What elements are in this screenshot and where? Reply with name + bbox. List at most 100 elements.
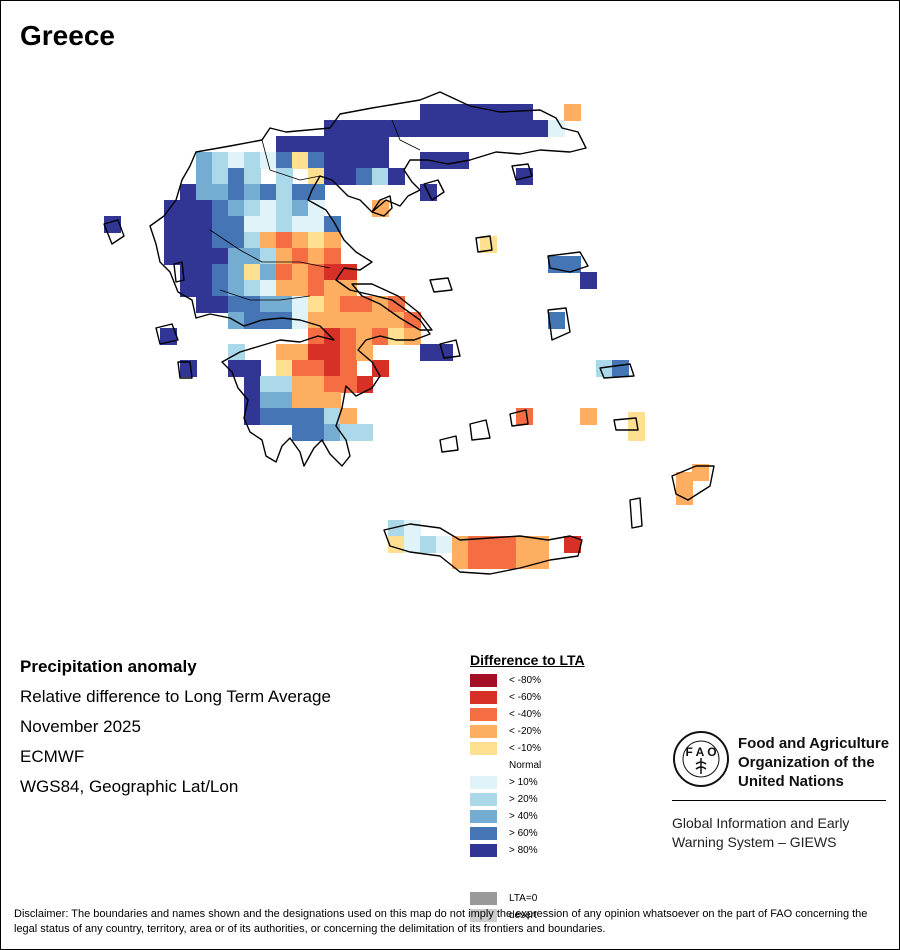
anomaly-cell xyxy=(212,152,229,169)
legend-item: < -40% xyxy=(470,708,590,722)
anomaly-cell xyxy=(292,248,309,265)
anomaly-cell xyxy=(164,200,181,217)
anomaly-cell xyxy=(276,376,293,393)
anomaly-cell xyxy=(244,200,261,217)
chios-coastline xyxy=(547,307,571,341)
legend-swatch xyxy=(470,674,497,687)
legend-swatch xyxy=(470,708,497,721)
anomaly-cell xyxy=(196,280,213,297)
coastline xyxy=(103,91,715,575)
legend-label: > 10% xyxy=(509,777,538,788)
anomaly-cell xyxy=(308,280,325,297)
anomaly-cell xyxy=(308,232,325,249)
anomaly-cell xyxy=(452,536,469,553)
anomaly-cell xyxy=(260,312,277,329)
anomaly-cell xyxy=(356,424,373,441)
anomaly-cell xyxy=(180,184,197,201)
anomaly-cell xyxy=(324,216,341,233)
legend-label: < -60% xyxy=(509,692,541,703)
anomaly-cell xyxy=(292,344,309,361)
anomaly-cell xyxy=(356,312,373,329)
anomaly-cell xyxy=(324,248,341,265)
thasos-coastline xyxy=(423,179,445,201)
anomaly-cell xyxy=(308,248,325,265)
legend-label: < -20% xyxy=(509,726,541,737)
anomaly-cell xyxy=(276,344,293,361)
anomaly-cell xyxy=(484,536,501,553)
anomaly-cell xyxy=(260,408,277,425)
lesvos-coastline xyxy=(547,251,589,273)
anomaly-cell xyxy=(260,264,277,281)
info-variable: Precipitation anomaly xyxy=(20,657,197,676)
anomaly-cell xyxy=(308,424,325,441)
anomaly-cell xyxy=(388,520,405,537)
anomaly-cell xyxy=(292,232,309,249)
anomaly-cell xyxy=(324,376,341,393)
anomaly-cell xyxy=(340,264,357,281)
anomaly-cell xyxy=(180,200,197,217)
limnos-coastline xyxy=(475,235,493,253)
anomaly-cell xyxy=(532,552,549,569)
anomaly-cell xyxy=(244,216,261,233)
legend-label: > 80% xyxy=(509,845,538,856)
giews-line2: Warning System – GIEWS xyxy=(672,834,837,850)
anomaly-cell xyxy=(212,248,229,265)
anomaly-cell xyxy=(228,360,245,377)
anomaly-cell xyxy=(324,408,341,425)
legend-item: > 80% xyxy=(470,844,590,858)
anomaly-cell xyxy=(324,312,341,329)
anomaly-cell xyxy=(340,312,357,329)
anomaly-cell xyxy=(516,104,533,121)
anomaly-cell xyxy=(324,264,341,281)
anomaly-cell xyxy=(260,392,277,409)
anomaly-cell xyxy=(308,344,325,361)
anomaly-cell xyxy=(596,360,613,377)
anomaly-cell xyxy=(228,264,245,281)
anomaly-cell xyxy=(452,552,469,569)
anomaly-cell xyxy=(228,312,245,329)
anomaly-cell xyxy=(228,344,245,361)
anomaly-cell xyxy=(468,536,485,553)
anomaly-cell xyxy=(276,264,293,281)
anomaly-cell xyxy=(260,280,277,297)
anomaly-cell xyxy=(260,296,277,313)
anomaly-cell xyxy=(292,376,309,393)
anomaly-cell xyxy=(292,424,309,441)
legend-item: desert xyxy=(470,909,590,923)
kos-coastline xyxy=(613,417,639,431)
legend-label: < -80% xyxy=(509,675,541,686)
anomaly-cell xyxy=(228,216,245,233)
anomaly-cell xyxy=(244,152,261,169)
anomaly-cell xyxy=(276,184,293,201)
anomaly-cell xyxy=(404,520,421,537)
anomaly-cell xyxy=(356,152,373,169)
info-projection: WGS84, Geographic Lat/Lon xyxy=(20,777,239,796)
legend-item: > 60% xyxy=(470,827,590,841)
cyclades-coastline xyxy=(439,435,459,453)
anomaly-cell xyxy=(548,120,565,137)
anomaly-cell xyxy=(276,312,293,329)
chalkidiki-coastline xyxy=(371,195,393,217)
giews-name: Global Information and Early Warning Sys… xyxy=(672,814,892,852)
anomaly-cell xyxy=(292,216,309,233)
anomaly-cell xyxy=(356,344,373,361)
anomaly-cell xyxy=(436,152,453,169)
anomaly-cell xyxy=(324,168,341,185)
fao-name: Food and Agriculture Organization of the… xyxy=(738,734,900,791)
fao-name-line1: Food and Agriculture xyxy=(738,735,890,752)
anomaly-cell xyxy=(308,392,325,409)
anomaly-cell xyxy=(260,184,277,201)
anomaly-cell xyxy=(372,120,389,137)
anomaly-cell xyxy=(292,152,309,169)
anomaly-cell xyxy=(308,360,325,377)
legend-label: > 40% xyxy=(509,811,538,822)
legend: Difference to LTA < -80% < -60% < -40% < -2… xyxy=(470,652,585,922)
anomaly-cell xyxy=(340,152,357,169)
anomaly-cell xyxy=(676,488,693,505)
anomaly-cell xyxy=(500,120,517,137)
disclaimer: Disclaimer: The boundaries and names sho… xyxy=(14,908,868,935)
legend-swatch xyxy=(470,776,497,789)
anomaly-cell xyxy=(276,392,293,409)
anomaly-cell xyxy=(196,264,213,281)
legend-swatch xyxy=(470,892,497,905)
